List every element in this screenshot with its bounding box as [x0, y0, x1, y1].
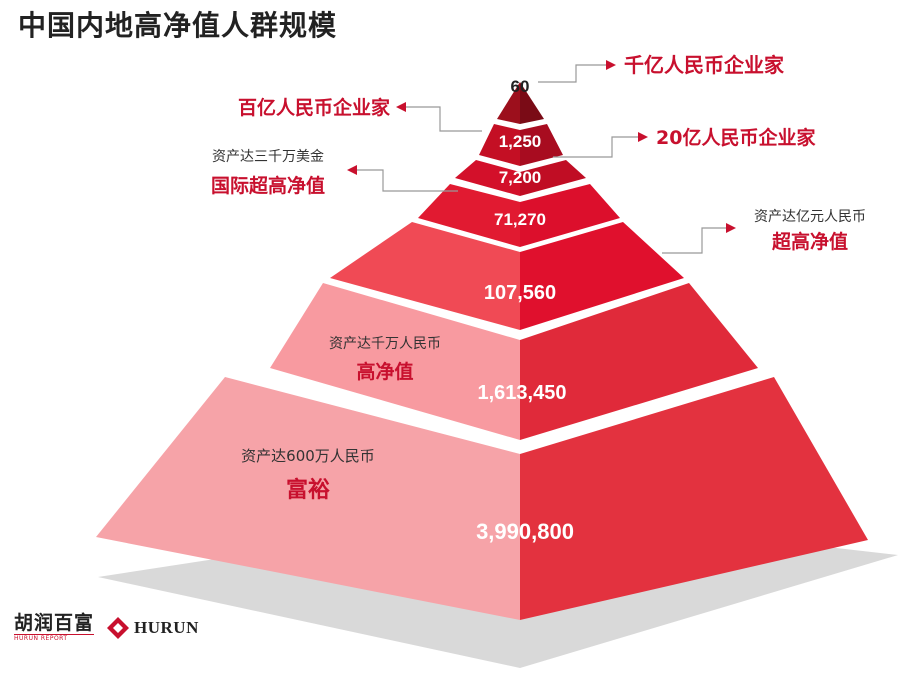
tier-6-label: 高净值: [356, 360, 413, 383]
tier-5-label: 超高净值: [771, 230, 848, 253]
tier-1-left: [497, 82, 520, 124]
tier-2-right: [520, 124, 563, 166]
tier-3-right: [520, 160, 586, 196]
arrow-tier-5: [726, 223, 736, 233]
page-title: 中国内地高净值人群规模: [18, 9, 338, 42]
tier-4-value: 71,270: [494, 210, 546, 229]
tier-1-label: 千亿人民币企业家: [624, 53, 785, 77]
tier-7-left: [96, 377, 520, 620]
tier-5-right: [520, 222, 684, 330]
tier-4: [418, 184, 620, 247]
connector-lines: [355, 64, 728, 254]
arrow-tier-2: [396, 102, 406, 112]
connector-tier-3: [553, 136, 640, 158]
tier-2-label: 百亿人民币企业家: [238, 96, 391, 119]
connector-tier-2: [404, 106, 482, 132]
tier-5-value: 107,560: [484, 282, 556, 304]
tier-6-sublabel: 资产达千万人民币: [329, 336, 441, 352]
tier-7-value: 3,990,800: [476, 519, 574, 544]
logo-cn-subtext: HURUN REPORT: [14, 634, 95, 643]
connector-tier-4: [355, 169, 458, 192]
tier-4-right: [520, 184, 620, 247]
tier-5: [330, 222, 684, 330]
arrow-tier-1: [606, 60, 616, 70]
tier-1: [497, 82, 544, 124]
tier-1-value: 60: [511, 77, 530, 96]
hurun-mark-icon: [107, 617, 130, 639]
tier-6: [270, 283, 758, 440]
tier-4-sublabel: 资产达三千万美金: [212, 149, 324, 165]
hurun-logo: 胡润百富 HURUN REPORT HURUN: [14, 608, 199, 648]
tier-2-value: 1,250: [499, 132, 542, 151]
tier-4-left: [418, 184, 520, 247]
tier-4-label: 国际超高净值: [211, 174, 325, 197]
tier-6-value: 1,613,450: [478, 382, 567, 404]
tier-6-right: [520, 283, 758, 440]
tier-2: [479, 124, 563, 166]
tier-1-right: [520, 82, 544, 124]
connector-tier-1: [538, 64, 608, 83]
tier-6-left: [270, 283, 520, 440]
tier-3-value: 7,200: [499, 168, 542, 187]
tier-5-sublabel: 资产达亿元人民币: [754, 209, 866, 225]
tier-2-left: [479, 124, 520, 166]
tier-7-label: 富裕: [286, 477, 330, 503]
connector-tier-5: [662, 227, 728, 254]
logo-cn-text: 胡润百富: [14, 612, 95, 634]
hurun-logo-cn-block: 胡润百富 HURUN REPORT: [14, 612, 95, 643]
logo-en-text: HURUN: [134, 618, 199, 637]
arrow-tier-3: [638, 132, 648, 142]
tier-7-sublabel: 资产达600万人民币: [241, 447, 375, 465]
tier-3-left: [455, 160, 520, 196]
connector-arrows: [347, 60, 736, 233]
tier-3: [455, 160, 586, 196]
tier-7: [96, 377, 868, 620]
tier-7-right: [520, 377, 868, 620]
tier-5-left: [330, 222, 520, 330]
tier-3-label: 20亿人民币企业家: [656, 126, 816, 149]
arrow-tier-4: [347, 165, 357, 175]
